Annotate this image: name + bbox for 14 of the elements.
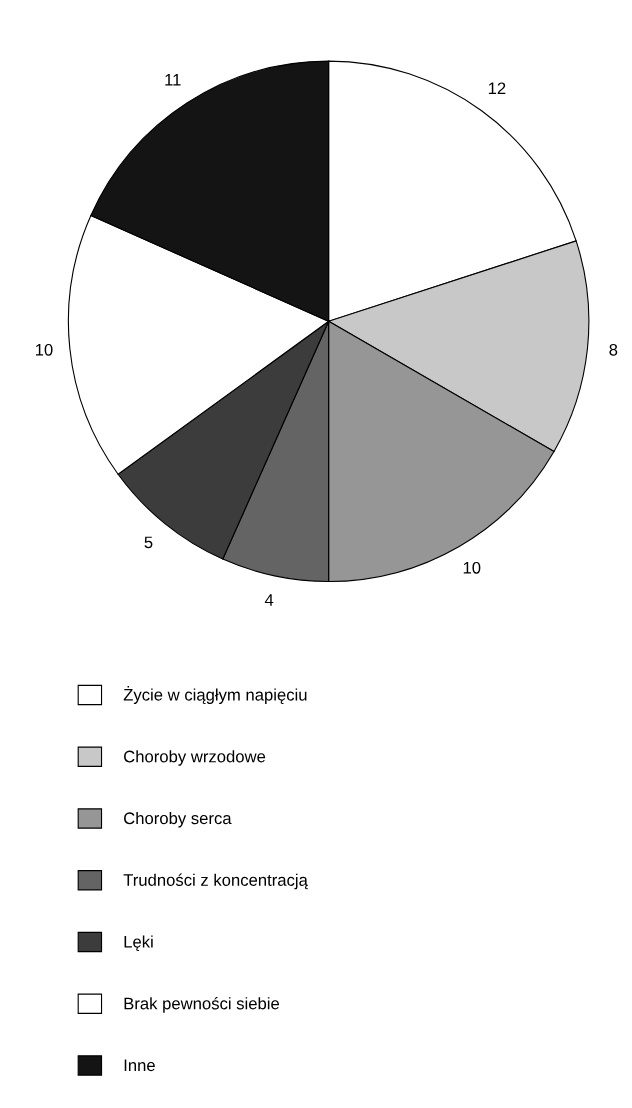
data-label: 4 [264,594,274,606]
legend-label: Inne [124,1059,155,1072]
data-label: 12 [488,82,506,95]
legend-label: Brak pewności siebie [124,996,280,1013]
data-label: 5 [144,536,153,549]
data-label: 10 [35,343,53,356]
data-label: 10 [463,561,481,574]
legend-label: Choroby serca [124,811,232,828]
legend-label: Życie w ciągłym napięciu [123,686,307,704]
legend-label: Choroby wrzodowe [124,750,266,766]
data-label: 8 [609,343,618,356]
data-label: 11 [165,74,181,86]
legend-label: Trudności z koncentracją [123,873,308,890]
legend-label: Lęki [124,935,153,951]
